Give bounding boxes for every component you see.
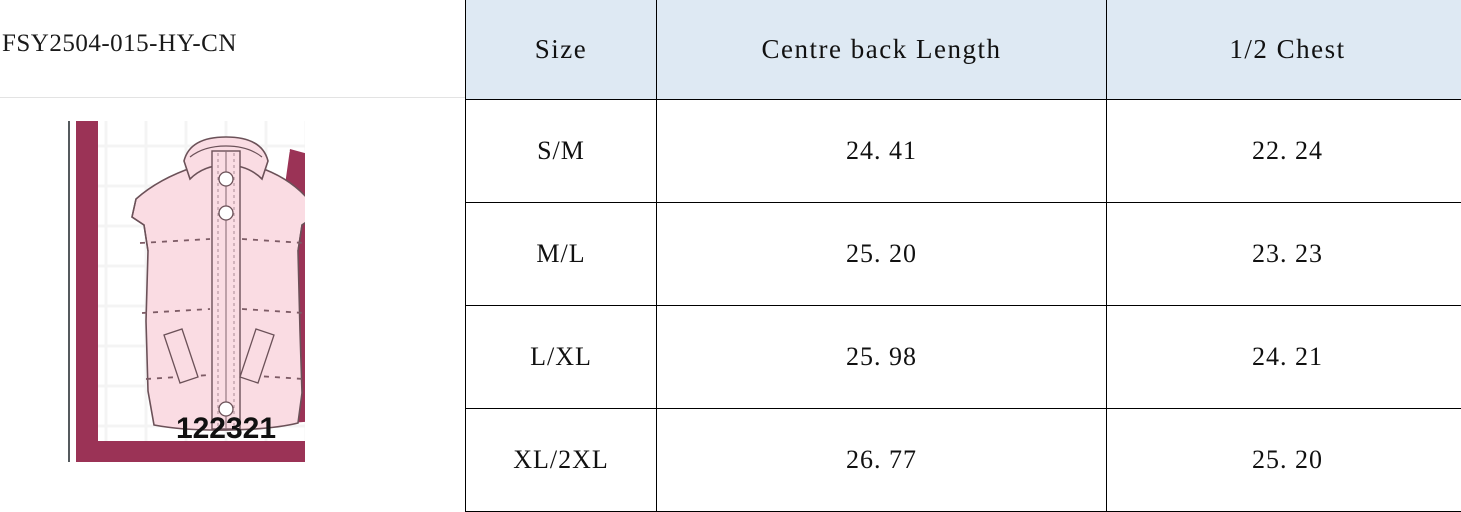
product-info-panel: FSY2504-015-HY-CN xyxy=(0,0,465,501)
product-illustration: 122321 xyxy=(76,121,305,462)
table-body: S/M 24. 41 22. 24 M/L 25. 20 23. 23 L/XL… xyxy=(466,100,1461,512)
product-code-label: FSY2504-015-HY-CN xyxy=(2,30,237,58)
column-header-half-chest: 1/2 Chest xyxy=(1107,0,1461,100)
cell-centre-back-length: 24. 41 xyxy=(657,100,1107,203)
style-number-label: 122321 xyxy=(176,412,276,445)
cell-half-chest: 24. 21 xyxy=(1107,306,1461,409)
table-header-row: Size Centre back Length 1/2 Chest xyxy=(466,0,1461,100)
cell-centre-back-length: 26. 77 xyxy=(657,409,1107,512)
cell-size: S/M xyxy=(466,100,657,203)
cell-size: L/XL xyxy=(466,306,657,409)
column-header-size: Size xyxy=(466,0,657,100)
artwork-left-rule xyxy=(68,121,70,462)
puffer-vest-flat-sketch: 122321 xyxy=(76,121,305,462)
cell-centre-back-length: 25. 98 xyxy=(657,306,1107,409)
cell-half-chest: 23. 23 xyxy=(1107,203,1461,306)
table-row: S/M 24. 41 22. 24 xyxy=(466,100,1461,203)
cell-size: XL/2XL xyxy=(466,409,657,512)
size-chart-table: Size Centre back Length 1/2 Chest S/M 24… xyxy=(465,0,1461,512)
table-row: L/XL 25. 98 24. 21 xyxy=(466,306,1461,409)
cell-size: M/L xyxy=(466,203,657,306)
table-row: M/L 25. 20 23. 23 xyxy=(466,203,1461,306)
cell-half-chest: 22. 24 xyxy=(1107,100,1461,203)
table-header: Size Centre back Length 1/2 Chest xyxy=(466,0,1461,100)
column-header-centre-back-length: Centre back Length xyxy=(657,0,1107,100)
cell-half-chest: 25. 20 xyxy=(1107,409,1461,512)
cell-centre-back-length: 25. 20 xyxy=(657,203,1107,306)
header-divider xyxy=(0,97,465,98)
table-row: XL/2XL 26. 77 25. 20 xyxy=(466,409,1461,512)
